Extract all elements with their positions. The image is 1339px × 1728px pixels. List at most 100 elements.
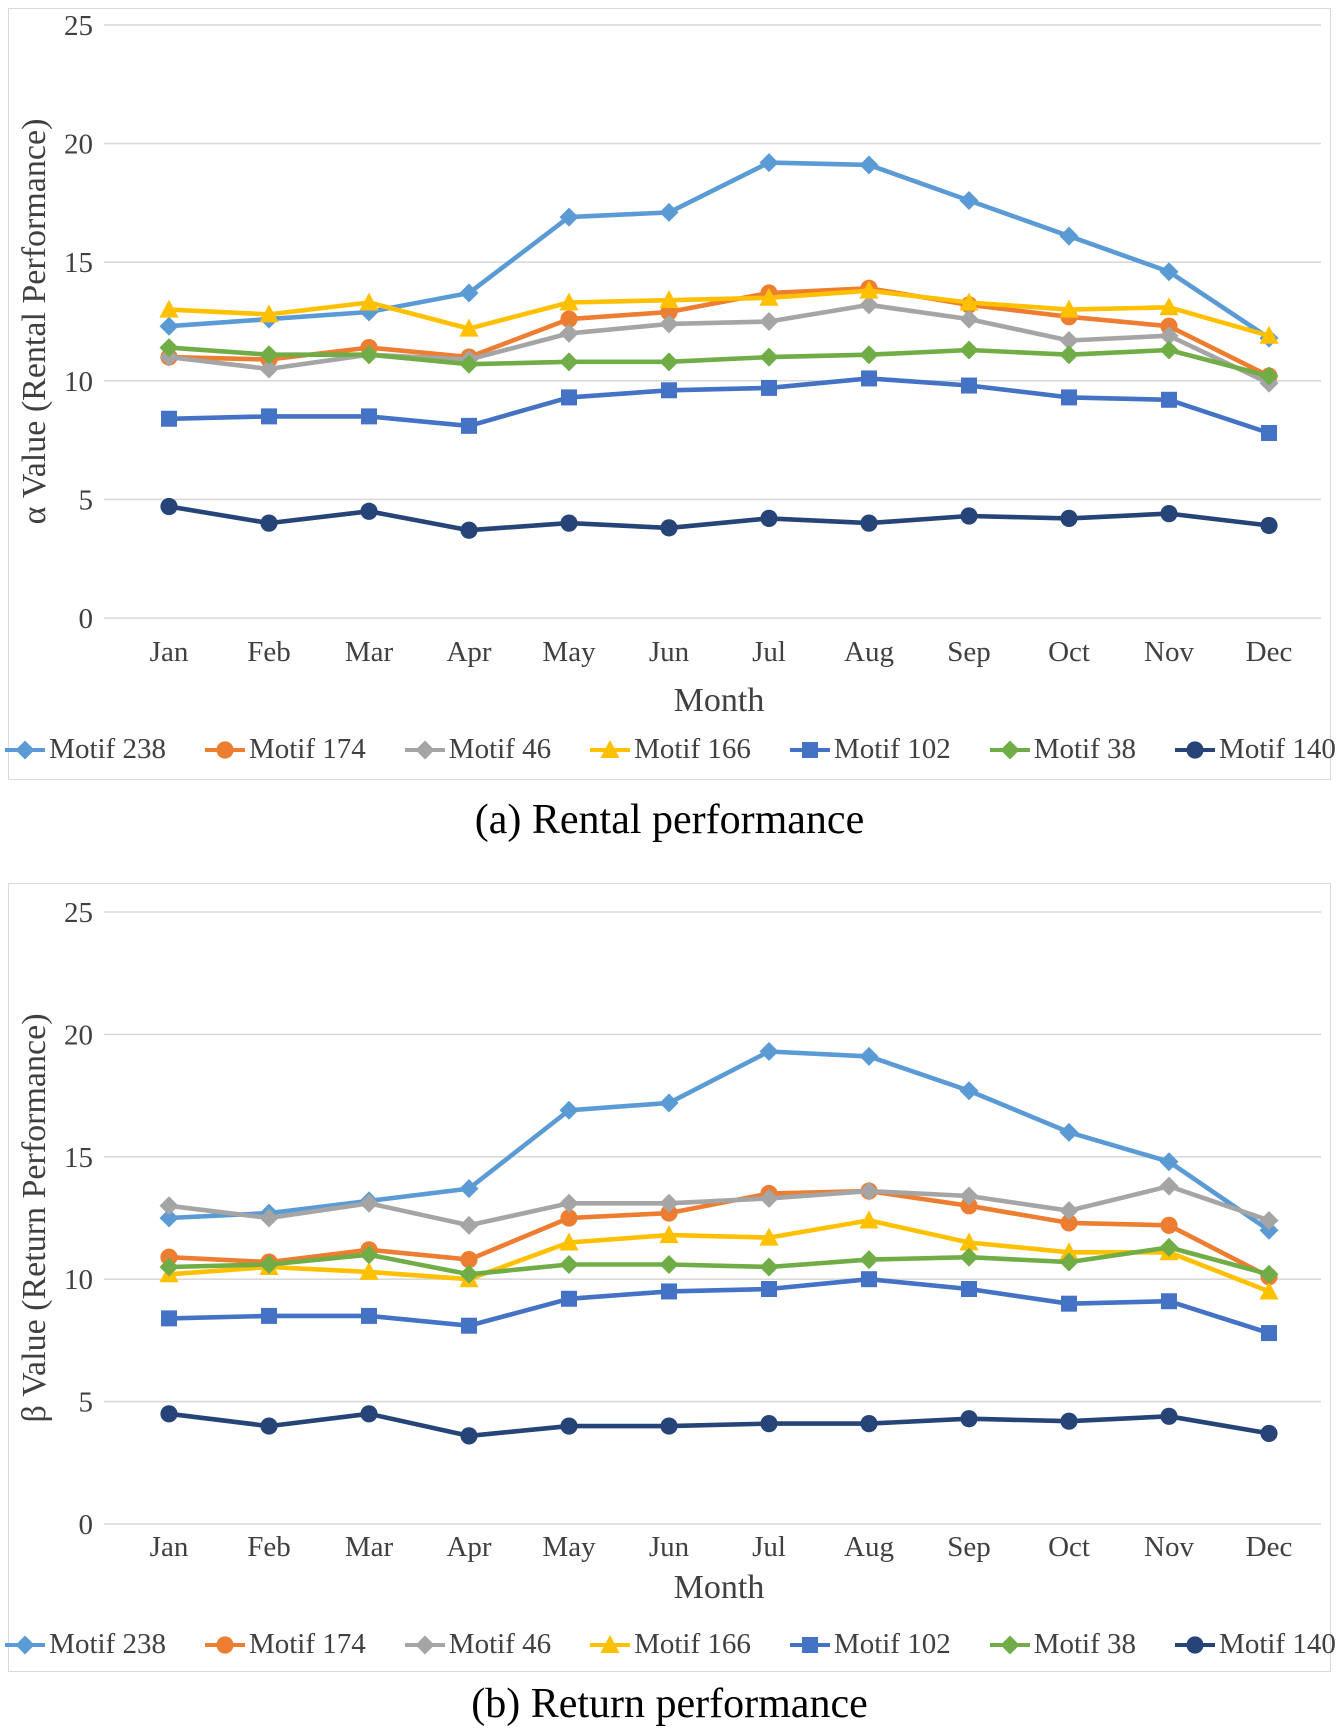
marker-motif-140-apr [460,1427,478,1445]
series-motif-238-markers [159,1042,1279,1240]
legend-key-marker [1186,740,1204,759]
series-motif-102-line [166,376,1272,436]
legend-item-motif-174: Motif 174 [203,1628,366,1661]
y-tick-5: 5 [79,1387,94,1419]
marker-motif-140-aug [860,1415,878,1433]
y-tick-5: 5 [79,484,94,516]
legend-label: Motif 140 [1219,1628,1336,1660]
marker-motif-46-dec [1259,1210,1279,1230]
marker-motif-238-sep [959,1081,979,1101]
marker-motif-46-mar [359,1193,379,1213]
marker-motif-140-nov [1160,1407,1178,1425]
caption-a: (a) Rental performance [474,797,865,843]
y-tick-25: 25 [64,897,93,929]
marker-motif-102-apr [461,417,477,434]
series-motif-102-line [166,1276,1272,1336]
legend-label: Motif 174 [248,733,366,765]
marker-motif-102-nov [1161,391,1177,408]
marker-motif-38-jul [759,1257,779,1277]
marker-motif-174-sep [960,1197,978,1215]
marker-motif-140-jun [660,519,678,537]
marker-motif-238-jun [659,1093,679,1113]
marker-motif-166-sep [959,1232,979,1251]
marker-motif-174-jun [660,1204,678,1222]
series-motif-38-line [166,345,1272,379]
legend-label: Motif 166 [634,733,751,765]
x-label-apr: Apr [446,636,491,668]
marker-motif-102-dec [1261,424,1277,441]
marker-motif-102-dec [1261,1325,1277,1342]
marker-motif-38-jul [759,347,779,367]
marker-motif-166-oct [1059,299,1079,318]
legend-label: Motif 140 [1219,733,1336,765]
marker-motif-238-apr [459,1179,479,1199]
legend-key-diamond-icon [5,740,46,759]
x-axis-title: Month [674,682,765,719]
marker-motif-140-jul [760,1415,778,1433]
series-motif-38-markers [159,1237,1279,1284]
marker-motif-38-sep [959,340,979,360]
marker-motif-38-jan [159,1257,179,1277]
legend-key-marker [1186,1635,1204,1654]
x-label-feb: Feb [247,636,291,668]
legend-key-square-icon [789,1636,830,1653]
marker-motif-38-feb [259,1255,279,1275]
marker-motif-102-aug [861,370,877,387]
caption-b: (b) Return performance [471,1681,868,1727]
legend-key-marker [600,1634,620,1653]
marker-motif-38-jun [659,352,679,372]
marker-motif-102-sep [961,1280,977,1297]
y-axis-title: β Value (Return Performance) [16,1013,53,1422]
marker-motif-140-jan [160,497,178,516]
legend-item-motif-46: Motif 46 [403,733,551,766]
marker-motif-38-dec [1259,1264,1279,1284]
marker-motif-46-nov [1159,1176,1179,1196]
marker-motif-102-jul [761,1280,777,1297]
marker-motif-166-dec [1259,325,1279,344]
legend-label: Motif 102 [833,1628,951,1660]
marker-motif-38-aug [859,1250,879,1270]
marker-motif-46-apr [459,1215,479,1235]
legend-item-motif-102: Motif 102 [788,1628,951,1661]
legend-label: Motif 38 [1033,733,1137,765]
marker-motif-46-jul [759,312,779,331]
legend-key-marker [216,1635,234,1654]
legend-key-diamond-icon [5,1635,46,1654]
marker-motif-238-aug [859,1046,879,1066]
marker-motif-140-apr [460,521,478,539]
x-label-jun: Jun [649,1531,690,1563]
marker-motif-38-feb [259,345,279,365]
marker-motif-102-jan [161,410,177,427]
legend-key-marker [415,1635,435,1654]
series-motif-140-line [166,1411,1272,1439]
marker-motif-166-feb [259,304,279,323]
marker-motif-102-jun [661,382,677,399]
marker-motif-140-sep [960,1410,978,1428]
y-tick-0: 0 [79,1509,94,1541]
x-label-dec: Dec [1246,1531,1293,1563]
legend-item-motif-140: Motif 140 [1173,1628,1336,1661]
chart-legend: Motif 238 Motif 174 Motif 46 Motif 166 Motif… [5,1628,1336,1661]
series-motif-140-markers [160,497,1278,539]
marker-motif-238-oct [1059,1122,1079,1142]
x-label-may: May [542,636,596,668]
legend-key-marker [801,741,818,758]
marker-motif-140-aug [860,514,878,532]
legend-key-circle-icon [204,1635,245,1654]
marker-motif-102-jun [661,1283,677,1300]
marker-motif-38-nov [1159,340,1179,360]
series-motif-46-markers [159,1176,1279,1235]
marker-motif-38-oct [1059,345,1079,365]
legend-label: Motif 102 [833,733,951,765]
marker-motif-166-aug [859,280,879,299]
series-motif-102-markers [161,1271,1277,1342]
marker-motif-140-mar [360,502,378,520]
series-motif-46-line [166,302,1272,386]
marker-motif-140-feb [260,514,278,532]
legend-label: Motif 38 [1033,1628,1137,1660]
legend-key-circle-icon [1175,1635,1216,1654]
legend-key-marker [415,740,435,759]
legend-item-motif-166: Motif 166 [588,733,751,766]
marker-motif-238-nov [1159,1152,1179,1172]
marker-motif-102-aug [861,1271,877,1288]
